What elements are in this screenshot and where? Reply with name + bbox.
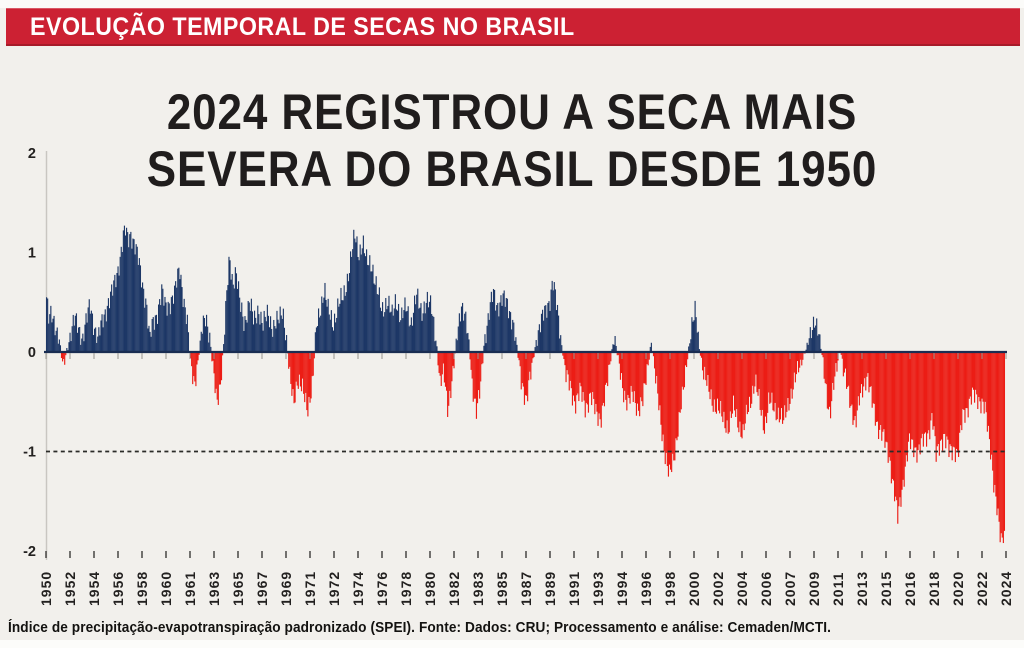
- x-tick-label: 2004: [734, 571, 750, 606]
- x-tick-label: 2015: [878, 571, 894, 606]
- x-tick-label: 1998: [662, 571, 678, 606]
- x-tick-label: 2022: [974, 571, 990, 606]
- x-tick-label: 2018: [926, 571, 942, 606]
- x-tick-label: 1976: [374, 571, 390, 606]
- x-tick-label: 1972: [326, 571, 342, 606]
- y-tick-label: -2: [23, 544, 36, 560]
- x-tick-label: 1963: [206, 571, 222, 606]
- bottom-margin-strip: [0, 640, 1024, 648]
- y-tick-label: 0: [28, 345, 36, 361]
- x-tick-label: 2007: [782, 571, 798, 606]
- chart-title: 2024 REGISTROU A SECA MAIS SEVERA DO BRA…: [61, 84, 962, 198]
- header-banner: EVOLUÇÃO TEMPORAL DE SECAS NO BRASIL: [6, 8, 1020, 46]
- x-tick-label: 1980: [422, 571, 438, 606]
- x-tick-label: 1985: [494, 571, 510, 606]
- bottom-ticks: [45, 551, 1007, 558]
- x-tick-label: 2002: [710, 571, 726, 606]
- x-tick-label: 1978: [398, 571, 414, 606]
- bars: [46, 225, 1006, 544]
- x-tick-label: 1967: [254, 571, 270, 606]
- x-tick-label: 1989: [542, 571, 558, 606]
- y-tick-label: 1: [28, 246, 36, 262]
- x-tick-label: 1971: [302, 571, 318, 606]
- x-tick-label: 1993: [590, 571, 606, 606]
- x-tick-label: 1961: [182, 571, 198, 606]
- top-margin-strip: [0, 0, 1024, 8]
- x-tick-label: 1996: [638, 571, 654, 606]
- x-tick-label: 2013: [854, 571, 870, 606]
- x-tick-label: 1991: [566, 571, 582, 606]
- x-tick-label: 1956: [110, 571, 126, 606]
- x-tick-label: 2009: [806, 571, 822, 606]
- x-tick-label: 1983: [470, 571, 486, 606]
- x-tick-label: 1960: [158, 571, 174, 606]
- x-tick-label: 1982: [446, 571, 462, 606]
- x-tick-label: 1987: [518, 571, 534, 606]
- source-note: Índice de precipitação-evapotranspiração…: [8, 620, 832, 636]
- banner-title: EVOLUÇÃO TEMPORAL DE SECAS NO BRASIL: [30, 13, 575, 41]
- x-tick-label: 2006: [758, 571, 774, 606]
- x-tick-label: 1954: [86, 571, 102, 606]
- x-tick-label: 1994: [614, 571, 630, 606]
- y-tick-label: -1: [23, 445, 36, 461]
- x-tick-label: 1950: [38, 571, 54, 606]
- x-tick-label: 1952: [62, 571, 78, 606]
- zero-line-ticks: [45, 353, 1007, 359]
- x-tick-label: 2024: [998, 571, 1014, 606]
- x-tick-label: 2016: [902, 571, 918, 606]
- x-tick-label: 1965: [230, 571, 246, 606]
- x-tick-label: 2011: [830, 572, 846, 606]
- chart-title-line2: SEVERA DO BRASIL DESDE 1950: [146, 141, 878, 197]
- y-axis-labels: 2 1 0 -1 -2: [23, 146, 36, 560]
- x-tick-label: 1969: [278, 571, 294, 606]
- y-tick-label: 2: [28, 146, 36, 162]
- x-tick-label: 1958: [134, 571, 150, 606]
- chart-title-line1: 2024 REGISTROU A SECA MAIS: [166, 84, 858, 140]
- x-tick-label: 2020: [950, 571, 966, 606]
- x-tick-label: 2000: [686, 571, 702, 606]
- x-tick-label: 1974: [350, 571, 366, 606]
- x-axis-labels: 1950 1952 1954 1956 1958 1960 1961 1963 1965 1967…: [38, 571, 1014, 606]
